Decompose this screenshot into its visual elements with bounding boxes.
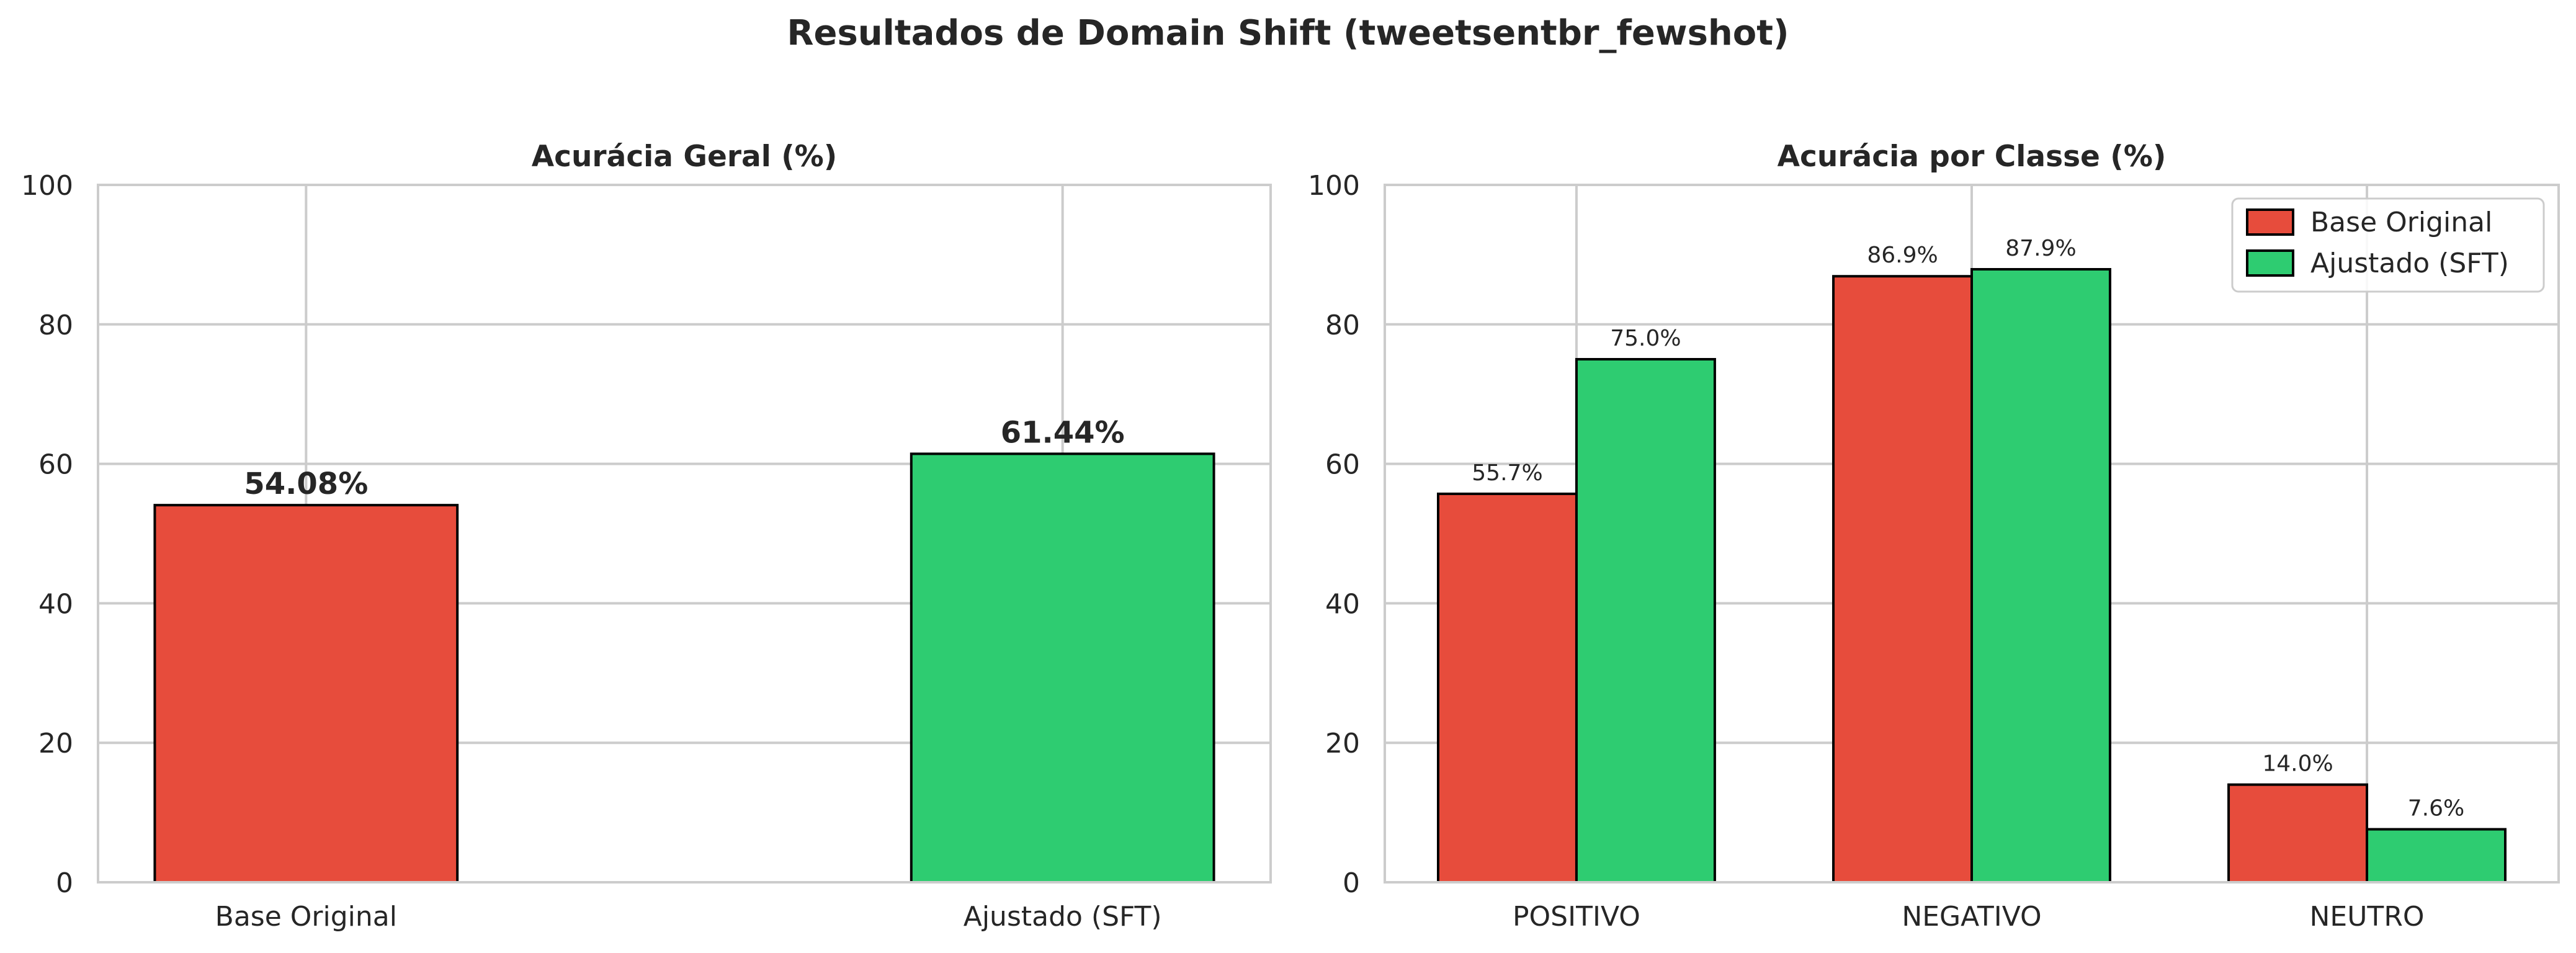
y-tick-label: 100 xyxy=(1308,170,1360,202)
bar xyxy=(2227,783,2369,884)
class-y-ticks: 0 20 40 60 80 100 xyxy=(1308,170,1360,899)
overall-accuracy-chart: Acurácia Geral (%) 54.08% 61.44% 0 20 40 60 8… xyxy=(21,140,1272,933)
y-tick-label: 20 xyxy=(1325,728,1360,759)
bar xyxy=(1437,492,1578,884)
class-accuracy-chart: Acurácia por Classe (%) 55.7% 86.9% 14.0% 7… xyxy=(1308,140,2560,933)
overall-x-ticks: Base Original Ajustado (SFT) xyxy=(215,901,1162,933)
class-plot-frame xyxy=(1384,184,2560,884)
x-tick-label: POSITIVO xyxy=(1513,901,1640,933)
y-tick-label: 80 xyxy=(38,310,73,341)
bar xyxy=(1832,275,1974,884)
figure-title: Resultados de Domain Shift (tweetsentbr_… xyxy=(787,13,1789,53)
bar xyxy=(1575,358,1716,884)
y-tick-label: 60 xyxy=(1325,449,1360,481)
bar xyxy=(910,452,1215,884)
x-tick-label: Base Original xyxy=(215,901,397,933)
class-legend: Base Original Ajustado (SFT) xyxy=(2231,197,2545,293)
bar xyxy=(2366,828,2507,884)
x-tick-label: Ajustado (SFT) xyxy=(964,901,1162,933)
legend-swatch xyxy=(2246,208,2294,236)
bar-value-label: 61.44% xyxy=(1001,415,1125,450)
y-tick-label: 60 xyxy=(38,449,73,481)
overall-bars xyxy=(153,452,1215,884)
x-tick-label: NEUTRO xyxy=(2310,901,2425,933)
y-tick-label: 0 xyxy=(56,867,73,899)
y-tick-label: 40 xyxy=(38,588,73,620)
class-chart-title: Acurácia por Classe (%) xyxy=(1778,140,2167,174)
legend-swatch xyxy=(2246,249,2294,277)
bar xyxy=(1970,268,2111,884)
legend-label: Ajustado (SFT) xyxy=(2310,248,2509,279)
bar-value-label: 86.9% xyxy=(1867,243,1938,268)
overall-chart-title: Acurácia Geral (%) xyxy=(532,140,838,174)
bar-value-label: 54.08% xyxy=(244,467,368,501)
bar-value-label: 55.7% xyxy=(1472,460,1542,486)
y-tick-label: 20 xyxy=(38,728,73,759)
legend-label: Base Original xyxy=(2310,207,2492,238)
y-tick-label: 40 xyxy=(1325,588,1360,620)
overall-y-ticks: 0 20 40 60 80 100 xyxy=(21,170,73,899)
class-x-ticks: POSITIVO NEGATIVO NEUTRO xyxy=(1513,901,2425,933)
legend-box xyxy=(2231,197,2545,293)
y-tick-label: 100 xyxy=(21,170,73,202)
bar-value-label: 7.6% xyxy=(2408,796,2464,821)
bar-value-label: 14.0% xyxy=(2262,751,2333,777)
y-tick-label: 80 xyxy=(1325,310,1360,341)
overall-value-labels: 54.08% 61.44% xyxy=(244,415,1124,501)
bar-value-label: 75.0% xyxy=(1610,326,1681,351)
overall-plot-frame xyxy=(97,184,1272,884)
x-tick-label: NEGATIVO xyxy=(1902,901,2041,933)
bar xyxy=(153,504,459,884)
bar-value-label: 87.9% xyxy=(2005,236,2076,261)
class-bars xyxy=(1437,268,2507,884)
y-tick-label: 0 xyxy=(1343,867,1360,899)
class-value-labels: 55.7% 86.9% 14.0% 75.0% 87.9% 7.6% xyxy=(1472,236,2464,821)
